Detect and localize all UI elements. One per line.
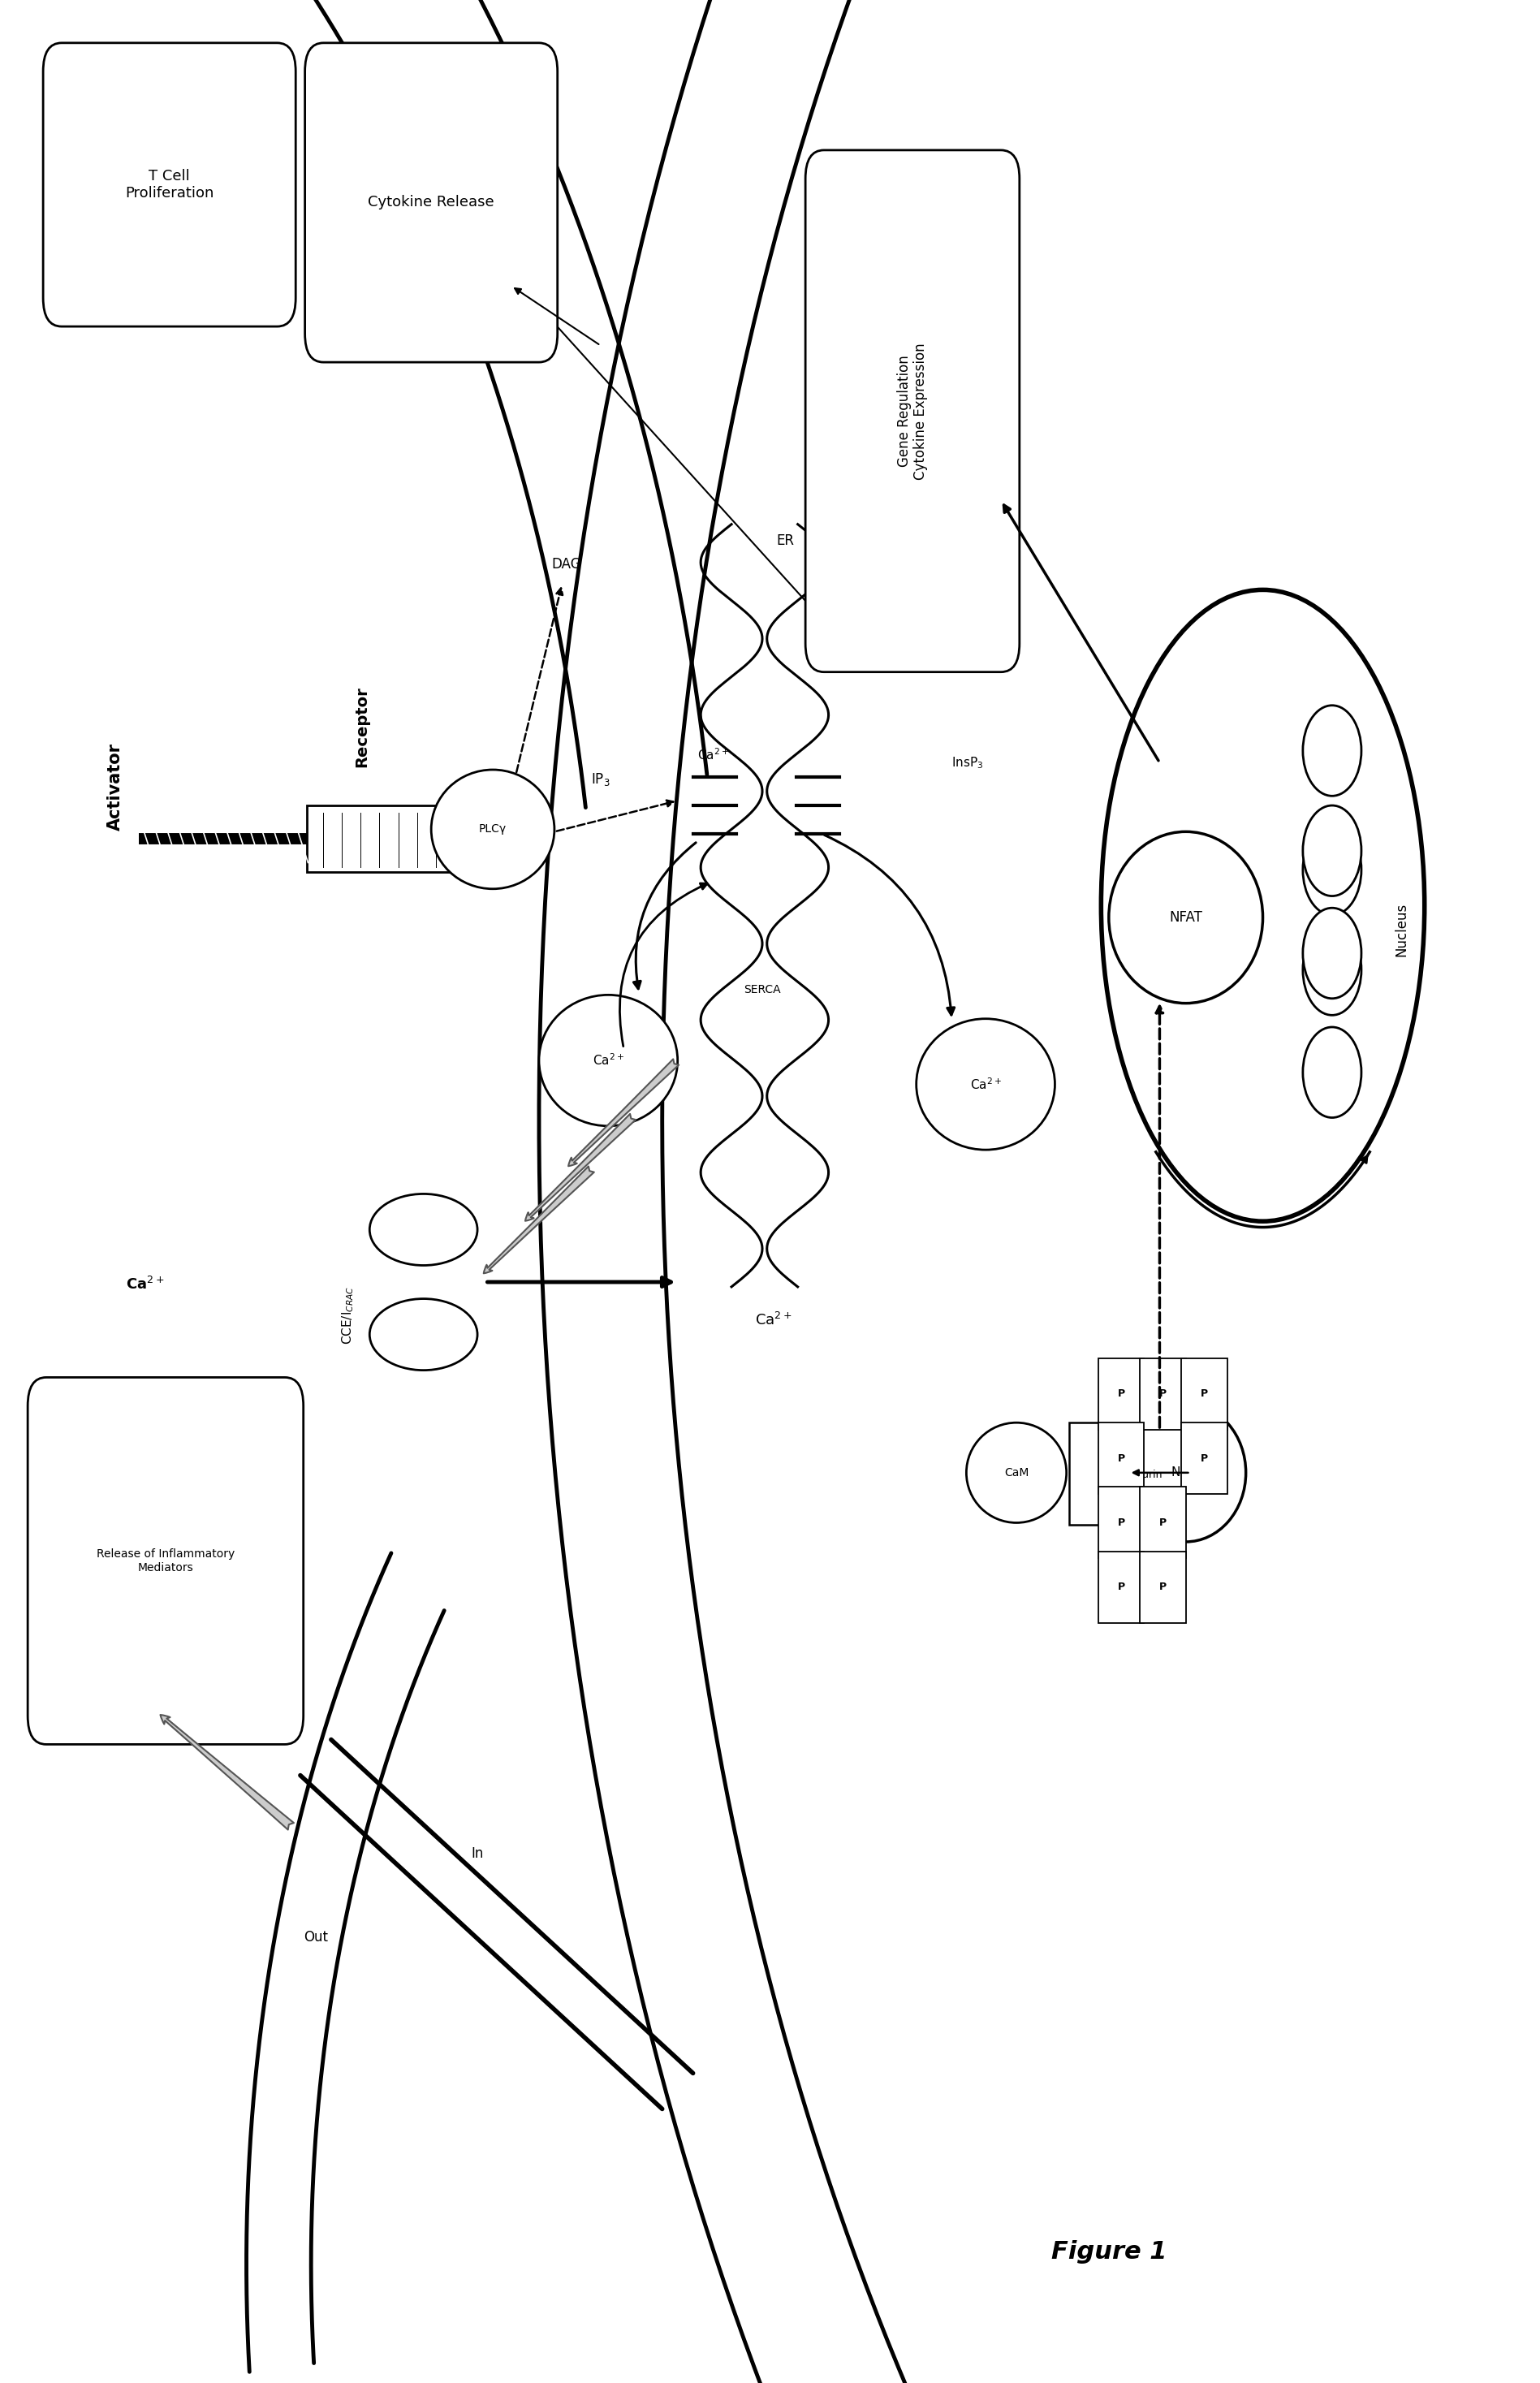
Text: PLCγ: PLCγ (479, 825, 507, 834)
Ellipse shape (370, 1299, 477, 1370)
FancyBboxPatch shape (1140, 1551, 1186, 1623)
Text: InsP$_3$: InsP$_3$ (952, 755, 984, 770)
FancyBboxPatch shape (1140, 1487, 1186, 1558)
Text: P: P (1118, 1582, 1124, 1592)
Text: Figure 1: Figure 1 (1050, 2240, 1167, 2264)
Text: Ca$^{2+}$: Ca$^{2+}$ (970, 1077, 1001, 1091)
Ellipse shape (539, 994, 678, 1127)
Ellipse shape (1303, 925, 1361, 1015)
Text: T Cell
Proliferation: T Cell Proliferation (125, 169, 214, 200)
Text: Release of Inflammatory
Mediators: Release of Inflammatory Mediators (97, 1549, 234, 1573)
Text: Cytokine Release: Cytokine Release (368, 195, 494, 210)
Ellipse shape (1126, 1404, 1246, 1542)
Ellipse shape (967, 1423, 1066, 1523)
Ellipse shape (1303, 825, 1361, 915)
Text: Activator: Activator (108, 743, 123, 829)
Text: P: P (1118, 1518, 1124, 1528)
FancyBboxPatch shape (305, 43, 557, 362)
Text: P: P (1118, 1389, 1124, 1399)
FancyBboxPatch shape (1181, 1358, 1227, 1430)
Text: P: P (1201, 1389, 1207, 1399)
Ellipse shape (431, 770, 554, 889)
Text: CaM: CaM (1004, 1468, 1029, 1477)
Ellipse shape (1303, 908, 1361, 998)
Text: Ca$^{2+}$: Ca$^{2+}$ (698, 748, 728, 763)
Text: P: P (1160, 1518, 1166, 1528)
Text: SERCA: SERCA (744, 984, 781, 996)
Text: IP$_3$: IP$_3$ (591, 772, 610, 786)
FancyBboxPatch shape (1069, 1423, 1197, 1525)
Ellipse shape (1303, 1027, 1361, 1118)
Ellipse shape (370, 1194, 477, 1265)
FancyBboxPatch shape (805, 150, 1019, 672)
Text: Gene Regulation
Cytokine Expression: Gene Regulation Cytokine Expression (896, 343, 929, 479)
Ellipse shape (916, 1018, 1055, 1151)
Text: Calcineurin: Calcineurin (1104, 1470, 1163, 1480)
Ellipse shape (1303, 705, 1361, 796)
Text: Out: Out (303, 1930, 328, 1945)
Text: DAG: DAG (551, 558, 582, 572)
Text: Ca$^{2+}$: Ca$^{2+}$ (593, 1053, 624, 1068)
FancyBboxPatch shape (1098, 1358, 1144, 1430)
FancyBboxPatch shape (306, 805, 471, 872)
FancyBboxPatch shape (28, 1377, 303, 1744)
FancyBboxPatch shape (43, 43, 296, 326)
Text: CCE/I$_{CRAC}$: CCE/I$_{CRAC}$ (340, 1287, 356, 1344)
FancyBboxPatch shape (1140, 1358, 1186, 1430)
FancyBboxPatch shape (1181, 1423, 1227, 1494)
Text: Receptor: Receptor (354, 686, 370, 767)
Text: P: P (1201, 1454, 1207, 1463)
Text: P: P (1160, 1582, 1166, 1592)
Text: NFAT: NFAT (1170, 1466, 1201, 1480)
Ellipse shape (1101, 591, 1424, 1220)
Ellipse shape (1303, 805, 1361, 896)
Text: In: In (471, 1847, 484, 1861)
Text: P: P (1160, 1389, 1166, 1399)
Text: NFAT: NFAT (1169, 910, 1203, 925)
Ellipse shape (1109, 832, 1263, 1003)
Text: Nucleus: Nucleus (1394, 903, 1409, 956)
Text: Ca$^{2+}$: Ca$^{2+}$ (755, 1313, 792, 1327)
FancyBboxPatch shape (1098, 1423, 1144, 1494)
Text: Ca$^{2+}$: Ca$^{2+}$ (126, 1277, 163, 1292)
FancyBboxPatch shape (1098, 1551, 1144, 1623)
Text: P: P (1118, 1454, 1124, 1463)
FancyBboxPatch shape (1098, 1487, 1144, 1558)
Text: ER: ER (776, 534, 795, 548)
